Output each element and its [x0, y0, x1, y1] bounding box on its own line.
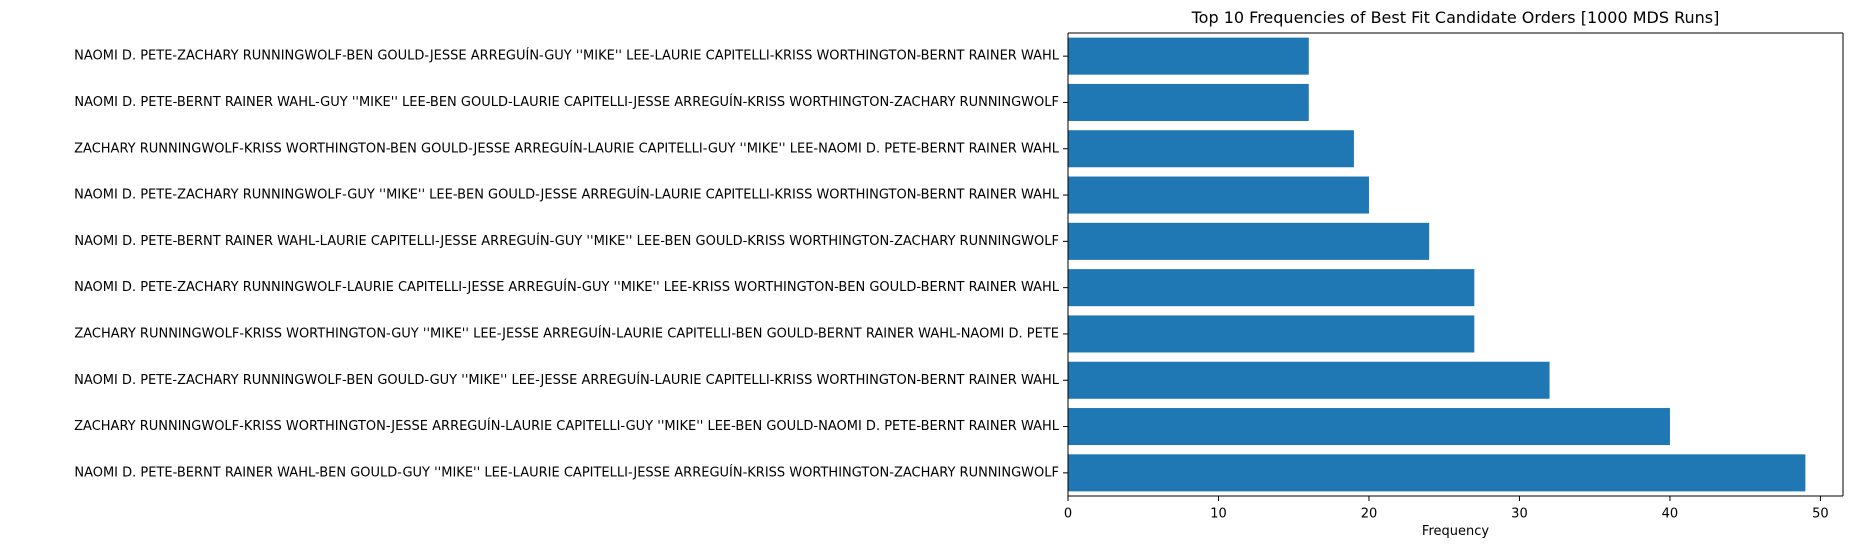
x-tick-label: 20: [1361, 507, 1378, 522]
bar-6: [1068, 269, 1475, 307]
y-tick-label: NAOMI D. PETE-BERNT RAINER WAHL-LAURIE C…: [74, 233, 1059, 249]
bars-group: [1068, 37, 1806, 492]
bar-9: [1068, 408, 1670, 446]
y-tick-label: NAOMI D. PETE-BERNT RAINER WAHL-BEN GOUL…: [74, 464, 1059, 480]
x-tick-label: 30: [1511, 507, 1528, 522]
x-tick-label: 50: [1812, 507, 1829, 522]
axes-frame: [1067, 32, 1844, 497]
bar-4: [1068, 176, 1369, 214]
x-axis-label: Frequency: [1422, 524, 1489, 539]
bar-2: [1068, 83, 1309, 121]
y-tick-labels: NAOMI D. PETE-ZACHARY RUNNINGWOLF-BEN GO…: [74, 48, 1068, 480]
y-tick-label: NAOMI D. PETE-BERNT RAINER WAHL-GUY ''MI…: [74, 94, 1059, 110]
bar-7: [1068, 315, 1475, 353]
y-tick-label: ZACHARY RUNNINGWOLF-KRISS WORTHINGTON-JE…: [74, 418, 1060, 434]
x-tick-label: 40: [1662, 507, 1679, 522]
y-tick-label: ZACHARY RUNNINGWOLF-KRISS WORTHINGTON-BE…: [74, 140, 1060, 156]
x-tick-label: 10: [1210, 507, 1227, 522]
bar-1: [1068, 37, 1309, 75]
bar-3: [1068, 130, 1354, 168]
x-ticks: 0 10 20 30 40 50: [1064, 496, 1829, 522]
y-tick-label: NAOMI D. PETE-ZACHARY RUNNINGWOLF-LAURIE…: [74, 279, 1060, 295]
bar-10: [1068, 454, 1806, 492]
x-tick-label: 0: [1064, 507, 1072, 522]
chart-title: Top 10 Frequencies of Best Fit Candidate…: [1191, 8, 1720, 27]
bar-8: [1068, 361, 1550, 399]
y-tick-label: ZACHARY RUNNINGWOLF-KRISS WORTHINGTON-GU…: [74, 325, 1059, 341]
y-tick-label: NAOMI D. PETE-ZACHARY RUNNINGWOLF-BEN GO…: [74, 48, 1060, 64]
y-tick-label: NAOMI D. PETE-ZACHARY RUNNINGWOLF-GUY ''…: [74, 187, 1060, 203]
bar-5: [1068, 222, 1430, 260]
y-tick-label: NAOMI D. PETE-ZACHARY RUNNINGWOLF-BEN GO…: [74, 372, 1060, 388]
